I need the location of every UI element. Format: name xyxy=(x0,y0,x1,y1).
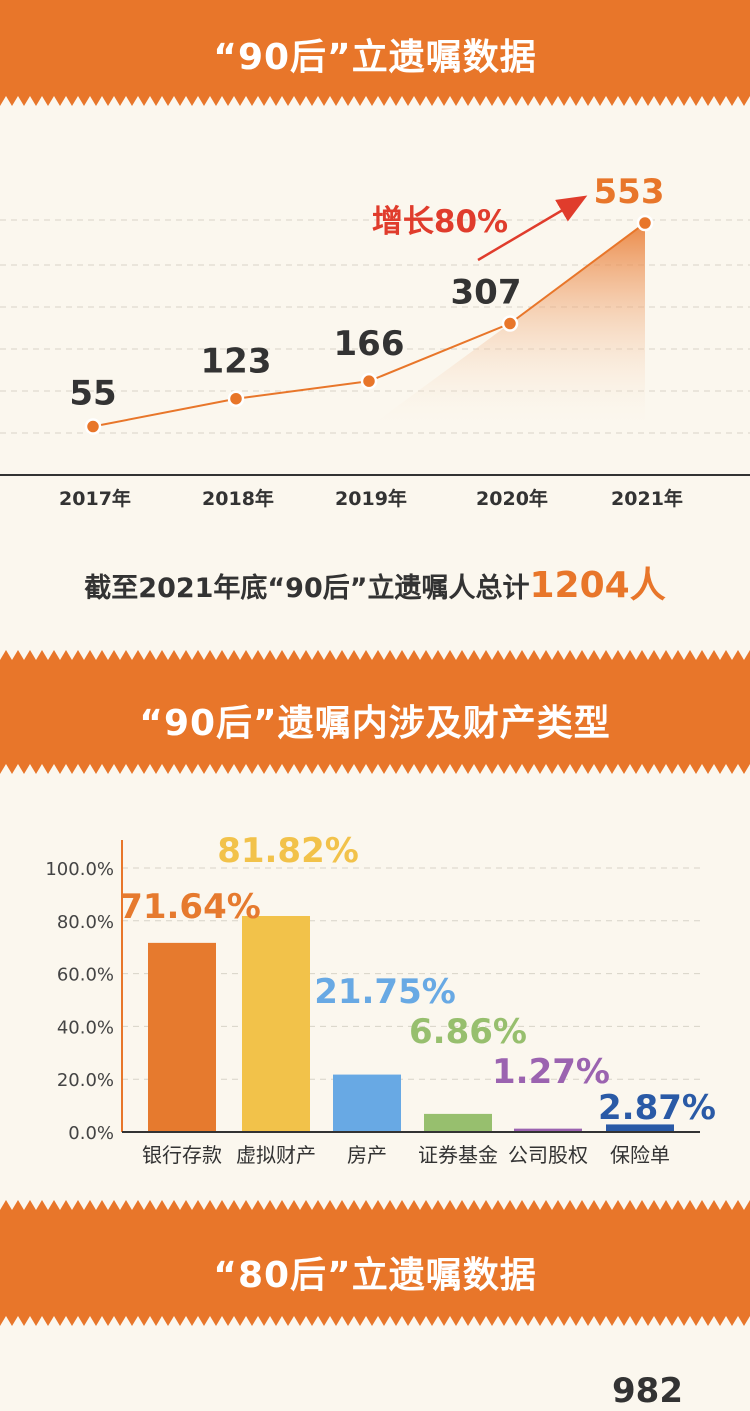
data-label: 55 xyxy=(69,374,116,414)
section-banner-80s-data: “80后”立遗嘱数据 xyxy=(0,1200,750,1326)
data-point-2017年 xyxy=(84,418,102,435)
section-title: “90后”遗嘱内涉及财产类型 xyxy=(139,703,611,744)
section-title: “80后”立遗嘱数据 xyxy=(213,1255,537,1296)
bar-value-label: 1.27% xyxy=(492,1052,610,1092)
bar-value-label: 21.75% xyxy=(314,972,456,1012)
section-title: “90后”立遗嘱数据 xyxy=(213,37,537,78)
data-label: 166 xyxy=(334,324,405,364)
data-label: 553 xyxy=(594,172,665,212)
bar-房产 xyxy=(333,1074,401,1132)
y-tick-label: 100.0% xyxy=(45,859,114,880)
bar-chart: 100.0% 80.0% 60.0% 40.0% 20.0% 0.0% 71.64% 81.… xyxy=(45,831,716,1167)
line-chart: 55 123 166 307 553 2017年 2018年 2019年 2020年 2021年… xyxy=(0,172,750,510)
data-point-2019年 xyxy=(360,372,378,390)
x-tick-label: 2021年 xyxy=(611,487,683,510)
x-tick-label: 公司股权 xyxy=(508,1143,588,1167)
data-point-2021年 xyxy=(636,214,654,232)
bar-value-label: 2.87% xyxy=(598,1088,716,1128)
bar-虚拟财产 xyxy=(242,915,310,1132)
x-tick-label: 2017年 xyxy=(59,487,131,510)
bar-value-label: 71.64% xyxy=(119,887,261,927)
x-tick-label: 银行存款 xyxy=(142,1143,222,1167)
x-tick-label: 房产 xyxy=(347,1143,387,1167)
y-tick-label: 0.0% xyxy=(68,1123,114,1144)
bar-value-label: 81.82% xyxy=(217,831,359,871)
x-tick-label: 2020年 xyxy=(476,487,548,510)
growth-arrow xyxy=(477,195,588,262)
bar-银行存款 xyxy=(148,942,216,1132)
data-point-2018年 xyxy=(227,390,245,407)
summary-total: 1204人 xyxy=(529,565,666,606)
data-label: 307 xyxy=(451,273,522,313)
bar-公司股权 xyxy=(514,1128,582,1132)
data-point-2020年 xyxy=(501,315,519,332)
summary-text: 截至2021年底“90后”立遗嘱人总计 xyxy=(84,573,530,604)
growth-label: 增长80% xyxy=(372,204,508,240)
x-tick-label: 虚拟财产 xyxy=(236,1143,316,1167)
section-banner-asset-types: “90后”遗嘱内涉及财产类型 xyxy=(0,650,750,774)
x-tick-label: 保险单 xyxy=(610,1143,670,1167)
bar-保险单 xyxy=(606,1124,674,1132)
bar-证券基金 xyxy=(424,1113,492,1132)
banner-background xyxy=(0,0,750,106)
x-tick-label: 2018年 xyxy=(202,487,274,510)
bar-value-label: 6.86% xyxy=(409,1012,527,1052)
y-tick-label: 80.0% xyxy=(57,912,114,933)
y-tick-label: 20.0% xyxy=(57,1070,114,1091)
y-tick-label: 60.0% xyxy=(57,965,114,986)
x-tick-label: 2019年 xyxy=(335,487,407,510)
banner-background xyxy=(0,1200,750,1326)
section-banner-90s-data: “90后”立遗嘱数据 xyxy=(0,0,750,106)
data-label: 123 xyxy=(201,342,272,382)
banner-background xyxy=(0,650,750,774)
x-tick-label: 证券基金 xyxy=(418,1143,498,1167)
partial-value-82: 982 xyxy=(612,1371,683,1411)
area-fill xyxy=(369,223,645,427)
summary-line: 截至2021年底“90后”立遗嘱人总计1204人 xyxy=(0,556,750,608)
y-tick-label: 40.0% xyxy=(57,1017,114,1038)
